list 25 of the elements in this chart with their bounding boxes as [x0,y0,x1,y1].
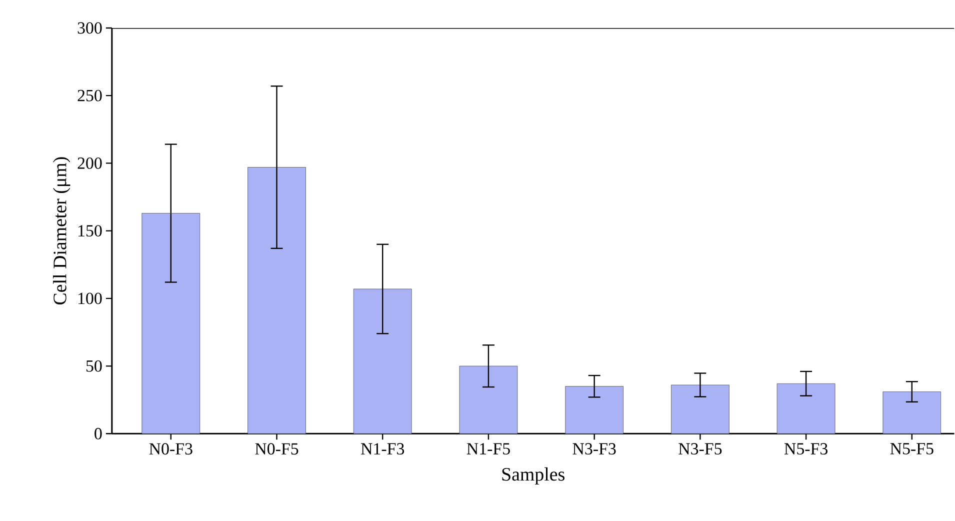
x-tick-label: N0-F3 [149,443,192,455]
y-tick-label: 150 [78,225,102,237]
x-tick-label: N3-F5 [678,443,722,455]
y-tick-label: 50 [86,360,102,372]
x-tick-label: N0-F5 [255,443,298,455]
y-tick-label: 100 [78,292,102,304]
y-axis-title: Cell Diameter (μm) [53,157,70,305]
bar [882,392,942,434]
y-tick-label: 0 [94,428,102,440]
bar [565,386,624,434]
bar [142,213,200,434]
x-tick-label: N3-F3 [572,443,616,455]
x-axis-title: Samples [502,468,564,485]
y-tick-label: 300 [78,22,102,34]
bar [353,288,412,434]
bar [459,366,518,434]
x-tick-label: N1-F5 [466,443,510,455]
x-tick-label: N5-F3 [784,443,828,455]
bar [776,384,836,434]
y-tick-label: 250 [78,90,102,102]
y-tick-label: 200 [78,158,102,170]
bar [248,167,306,434]
bar [671,384,730,434]
x-tick-label: N1-F3 [360,443,404,455]
x-tick-label: N5-F5 [890,443,934,455]
